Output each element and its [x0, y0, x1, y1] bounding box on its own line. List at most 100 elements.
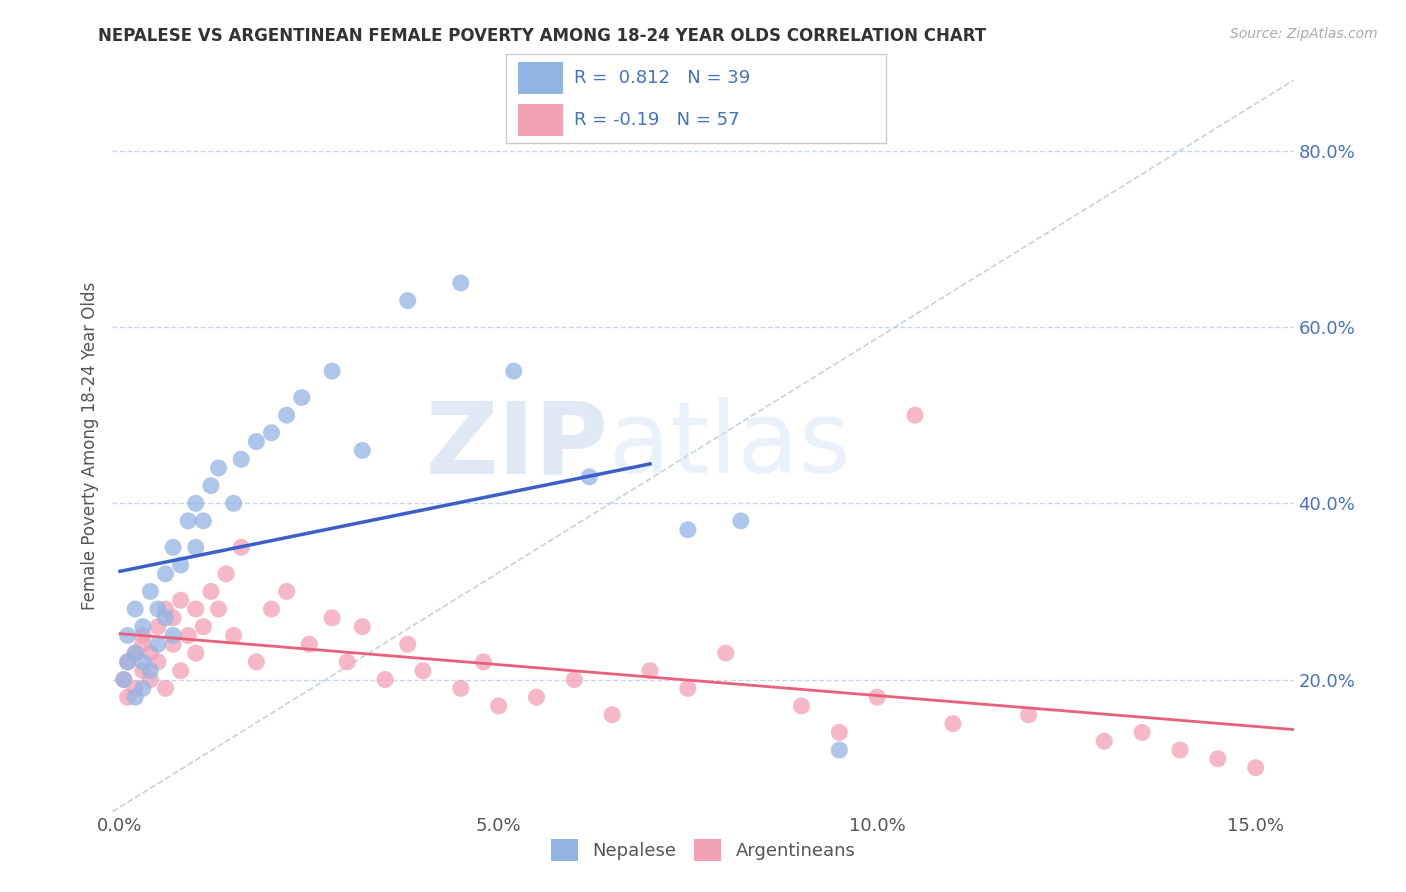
Point [222, 628, 245, 642]
Point [1018, 707, 1040, 722]
Point [450, 276, 472, 290]
Point [321, 364, 343, 378]
Point [184, 541, 207, 555]
Point [139, 664, 162, 678]
Point [117, 628, 139, 642]
Point [828, 743, 851, 757]
Point [336, 655, 359, 669]
Point [193, 514, 215, 528]
Point [200, 584, 222, 599]
Point [730, 514, 752, 528]
Point [676, 681, 699, 696]
Point [124, 646, 146, 660]
Point [184, 496, 207, 510]
Point [177, 514, 200, 528]
Point [352, 620, 374, 634]
Point [222, 496, 245, 510]
Point [828, 725, 851, 739]
Point [184, 646, 207, 660]
Point [321, 611, 343, 625]
Point [162, 628, 184, 642]
Point [260, 425, 283, 440]
Point [162, 637, 184, 651]
Text: atlas: atlas [609, 398, 851, 494]
Point [184, 602, 207, 616]
Point [215, 566, 238, 581]
Point [139, 584, 162, 599]
Point [1244, 761, 1267, 775]
Point [124, 690, 146, 705]
Point [139, 673, 162, 687]
Point [291, 391, 314, 405]
Point [169, 593, 191, 607]
Legend: Nepalese, Argentineans: Nepalese, Argentineans [543, 832, 863, 869]
Point [638, 664, 661, 678]
Point [117, 690, 139, 705]
Text: ZIP: ZIP [426, 398, 609, 494]
Point [193, 620, 215, 634]
Point [231, 452, 253, 467]
Text: Source: ZipAtlas.com: Source: ZipAtlas.com [1230, 27, 1378, 41]
Point [1092, 734, 1115, 748]
Bar [517, 62, 562, 94]
Text: R = -0.19   N = 57: R = -0.19 N = 57 [575, 112, 740, 129]
Point [169, 664, 191, 678]
Point [578, 470, 600, 484]
Point [132, 681, 155, 696]
Point [904, 408, 927, 422]
Point [352, 443, 374, 458]
Point [155, 566, 177, 581]
Point [132, 637, 155, 651]
Point [200, 478, 222, 492]
Point [1168, 743, 1191, 757]
Point [276, 584, 298, 599]
Point [132, 655, 155, 669]
Point [155, 681, 177, 696]
Point [260, 602, 283, 616]
Point [396, 637, 419, 651]
Point [276, 408, 298, 422]
Point [112, 673, 135, 687]
Point [502, 364, 524, 378]
Text: R =  0.812   N = 39: R = 0.812 N = 39 [575, 69, 751, 87]
Point [207, 602, 229, 616]
Point [942, 716, 965, 731]
Text: NEPALESE VS ARGENTINEAN FEMALE POVERTY AMONG 18-24 YEAR OLDS CORRELATION CHART: NEPALESE VS ARGENTINEAN FEMALE POVERTY A… [98, 27, 987, 45]
Point [162, 611, 184, 625]
Point [155, 602, 177, 616]
Point [124, 681, 146, 696]
Point [207, 461, 229, 475]
Point [146, 620, 169, 634]
Point [600, 707, 623, 722]
Point [112, 673, 135, 687]
Point [162, 541, 184, 555]
Point [231, 541, 253, 555]
Point [117, 655, 139, 669]
Point [124, 602, 146, 616]
Point [155, 611, 177, 625]
Point [139, 646, 162, 660]
Point [169, 558, 191, 572]
Point [117, 655, 139, 669]
Point [177, 628, 200, 642]
Point [298, 637, 321, 651]
Y-axis label: Female Poverty Among 18-24 Year Olds: Female Poverty Among 18-24 Year Olds [80, 282, 98, 610]
Point [124, 646, 146, 660]
Point [1206, 752, 1229, 766]
Point [146, 602, 169, 616]
Point [1130, 725, 1153, 739]
Point [146, 637, 169, 651]
Point [676, 523, 699, 537]
Point [396, 293, 419, 308]
Point [245, 434, 267, 449]
Point [866, 690, 889, 705]
Point [146, 655, 169, 669]
Point [412, 664, 434, 678]
Point [132, 628, 155, 642]
Bar [517, 104, 562, 136]
Point [790, 698, 813, 713]
Point [714, 646, 737, 660]
Point [526, 690, 548, 705]
Point [450, 681, 472, 696]
Point [132, 664, 155, 678]
